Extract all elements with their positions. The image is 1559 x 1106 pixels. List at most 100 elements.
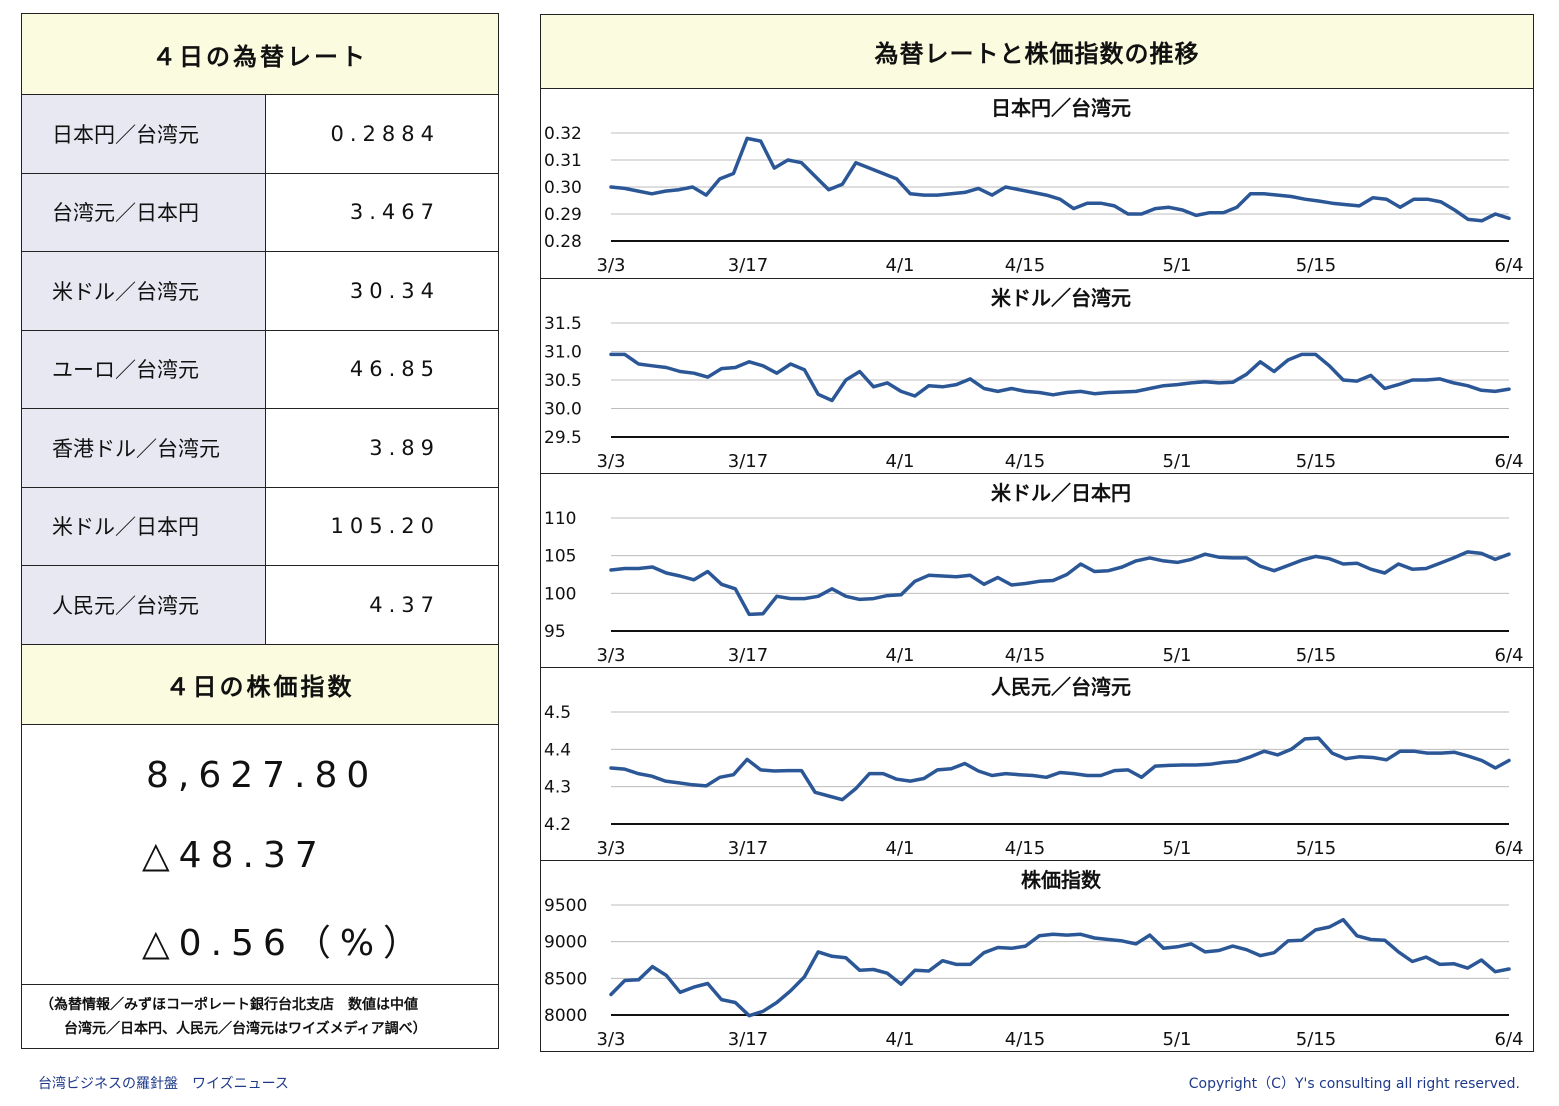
chart-panel: 日本円／台湾元 0.32 0.31 0.30 0.29 0.28 3/3 3/17 4/1 4/1… bbox=[541, 89, 1533, 278]
series-line bbox=[609, 550, 1511, 617]
x-tick-label: 4/15 bbox=[1005, 838, 1045, 859]
stock-title: ４日の株価指数 bbox=[22, 644, 498, 725]
y-tick-label: 0.29 bbox=[544, 205, 582, 225]
x-tick-label: 3/3 bbox=[597, 255, 626, 276]
source-note: （為替情報／みずほコーポレート銀行台北支店 数値は中値 台湾元／日本円、人民元／… bbox=[22, 985, 498, 1041]
chart-panel: 米ドル／台湾元 31.5 31.0 30.5 30.0 29.5 3/3 3/17 4/1 4/1… bbox=[541, 278, 1533, 473]
x-tick-label: 5/15 bbox=[1296, 255, 1336, 276]
y-tick-label: 110 bbox=[544, 509, 576, 529]
rate-value: 0.2884 bbox=[330, 121, 440, 146]
rate-row: 人民元／台湾元 4.37 bbox=[22, 566, 498, 645]
series-line bbox=[609, 352, 1511, 403]
summary-panel: ４日の為替レート 日本円／台湾元 0.2884 台湾元／日本円 3.467 米ドル／台湾… bbox=[21, 13, 499, 1049]
y-tick-label: 0.31 bbox=[544, 151, 582, 171]
x-tick-label: 3/17 bbox=[728, 1029, 768, 1050]
y-tick-label: 30.5 bbox=[544, 371, 582, 391]
chart-title: 株価指数 bbox=[1021, 868, 1102, 892]
rate-value: 30.34 bbox=[349, 278, 440, 303]
x-tick-label: 3/3 bbox=[597, 838, 626, 859]
line-chart: 米ドル／台湾元 31.5 31.0 30.5 30.0 29.5 3/3 3/17 4/1 4/1… bbox=[544, 286, 1523, 472]
x-tick-label: 5/1 bbox=[1163, 1029, 1192, 1050]
rate-value: 3.467 bbox=[349, 200, 440, 225]
x-tick-label: 4/1 bbox=[886, 255, 915, 276]
x-tick-label: 4/1 bbox=[886, 645, 915, 666]
rate-row: 米ドル／日本円 105.20 bbox=[22, 487, 498, 566]
y-tick-label: 4.5 bbox=[544, 703, 571, 723]
x-tick-label: 3/3 bbox=[597, 645, 626, 666]
x-tick-label: 5/15 bbox=[1296, 1029, 1336, 1050]
y-tick-label: 105 bbox=[544, 547, 576, 567]
rate-name: 米ドル／日本円 bbox=[22, 487, 266, 565]
y-tick-label: 4.4 bbox=[544, 740, 571, 760]
stock-change-percent: △0.56（%） bbox=[142, 922, 429, 964]
y-tick-label: 9000 bbox=[544, 933, 587, 953]
x-tick-label: 6/4 bbox=[1495, 645, 1524, 666]
rate-value: 46.85 bbox=[349, 357, 440, 382]
rate-row: 台湾元／日本円 3.467 bbox=[22, 173, 498, 252]
y-tick-label: 8500 bbox=[544, 969, 587, 989]
rate-row: 日本円／台湾元 0.2884 bbox=[22, 95, 498, 174]
rate-value: 4.37 bbox=[369, 592, 440, 617]
x-tick-label: 5/15 bbox=[1296, 645, 1336, 666]
chart-panel: 人民元／台湾元 4.5 4.4 4.3 4.2 3/3 3/17 4/1 4/15 5/1 5/15… bbox=[541, 667, 1533, 860]
footer-copyright: Copyright（C）Y's consulting all right res… bbox=[1188, 1076, 1520, 1092]
line-chart: 日本円／台湾元 0.32 0.31 0.30 0.29 0.28 3/3 3/17 4/1 4/1… bbox=[544, 96, 1524, 276]
source-note-line-1: （為替情報／みずほコーポレート銀行台北支店 数値は中値 bbox=[40, 996, 418, 1013]
chart-title: 日本円／台湾元 bbox=[991, 96, 1131, 120]
x-tick-label: 4/15 bbox=[1005, 451, 1045, 472]
x-tick-label: 5/1 bbox=[1163, 838, 1192, 859]
y-tick-label: 30.0 bbox=[544, 400, 582, 420]
x-tick-label: 3/3 bbox=[597, 1029, 626, 1050]
chart-title: 人民元／台湾元 bbox=[991, 675, 1131, 699]
x-tick-label: 6/4 bbox=[1495, 255, 1524, 276]
y-tick-label: 29.5 bbox=[544, 428, 582, 448]
rates-title: ４日の為替レート bbox=[22, 14, 498, 95]
x-tick-label: 3/17 bbox=[728, 645, 768, 666]
rate-value: 105.20 bbox=[330, 514, 440, 539]
y-tick-label: 31.5 bbox=[544, 314, 582, 334]
x-tick-label: 4/1 bbox=[886, 451, 915, 472]
x-tick-label: 5/1 bbox=[1163, 255, 1192, 276]
y-tick-label: 4.3 bbox=[544, 778, 571, 798]
x-tick-label: 5/15 bbox=[1296, 838, 1336, 859]
source-note-line-2: 台湾元／日本円、人民元／台湾元はワイズメディア調べ） bbox=[64, 1020, 427, 1037]
x-tick-label: 4/15 bbox=[1005, 1029, 1045, 1050]
x-tick-label: 6/4 bbox=[1495, 838, 1524, 859]
charts-panel: 為替レートと株価指数の推移 日本円／台湾元 0.32 0.31 0.30 0.29 0.2… bbox=[540, 14, 1534, 1052]
y-tick-label: 4.2 bbox=[544, 815, 571, 835]
rates-table: 日本円／台湾元 0.2884 台湾元／日本円 3.467 米ドル／台湾元 30.34 ユーロ… bbox=[22, 95, 498, 645]
chart-title: 米ドル／台湾元 bbox=[991, 286, 1131, 310]
x-tick-label: 3/17 bbox=[728, 255, 768, 276]
rate-name: 香港ドル／台湾元 bbox=[22, 409, 266, 487]
x-tick-label: 4/1 bbox=[886, 838, 915, 859]
rate-name: 米ドル／台湾元 bbox=[22, 252, 266, 330]
rate-name: ユーロ／台湾元 bbox=[22, 330, 266, 408]
rate-value: 3.89 bbox=[369, 435, 440, 460]
x-tick-label: 4/15 bbox=[1005, 645, 1045, 666]
x-tick-label: 6/4 bbox=[1495, 1029, 1524, 1050]
series-line bbox=[609, 136, 1511, 223]
y-tick-label: 0.30 bbox=[544, 178, 582, 198]
chart-panel: 株価指数 9500 9000 8500 8000 3/3 3/17 4/1 4/15 5/1 5/1… bbox=[541, 860, 1533, 1051]
series-line bbox=[609, 917, 1511, 1018]
line-chart: 株価指数 9500 9000 8500 8000 3/3 3/17 4/1 4/15 5/1 5/1… bbox=[544, 868, 1524, 1050]
y-tick-label: 100 bbox=[544, 584, 576, 604]
x-tick-label: 4/1 bbox=[886, 1029, 915, 1050]
charts-title: 為替レートと株価指数の推移 bbox=[541, 15, 1533, 89]
x-tick-label: 3/3 bbox=[597, 451, 626, 472]
line-chart: 人民元／台湾元 4.5 4.4 4.3 4.2 3/3 3/17 4/1 4/15 5/1 5/15… bbox=[544, 675, 1524, 859]
y-tick-label: 0.28 bbox=[544, 232, 582, 252]
x-tick-label: 5/1 bbox=[1163, 645, 1192, 666]
rate-row: 香港ドル／台湾元 3.89 bbox=[22, 409, 498, 488]
y-tick-label: 9500 bbox=[544, 896, 587, 916]
y-tick-label: 31.0 bbox=[544, 343, 582, 363]
chart-panel: 米ドル／日本円 110 105 100 95 3/3 3/17 4/1 4/15 5/1 5/15 6… bbox=[541, 473, 1533, 667]
rate-row: 米ドル／台湾元 30.34 bbox=[22, 252, 498, 331]
y-tick-label: 95 bbox=[544, 622, 566, 642]
y-tick-label: 8000 bbox=[544, 1006, 587, 1026]
x-tick-label: 3/17 bbox=[728, 838, 768, 859]
chart-title: 米ドル／日本円 bbox=[991, 481, 1131, 505]
y-tick-label: 0.32 bbox=[544, 124, 582, 144]
rate-name: 人民元／台湾元 bbox=[22, 566, 266, 644]
rate-name: 台湾元／日本円 bbox=[22, 173, 266, 251]
